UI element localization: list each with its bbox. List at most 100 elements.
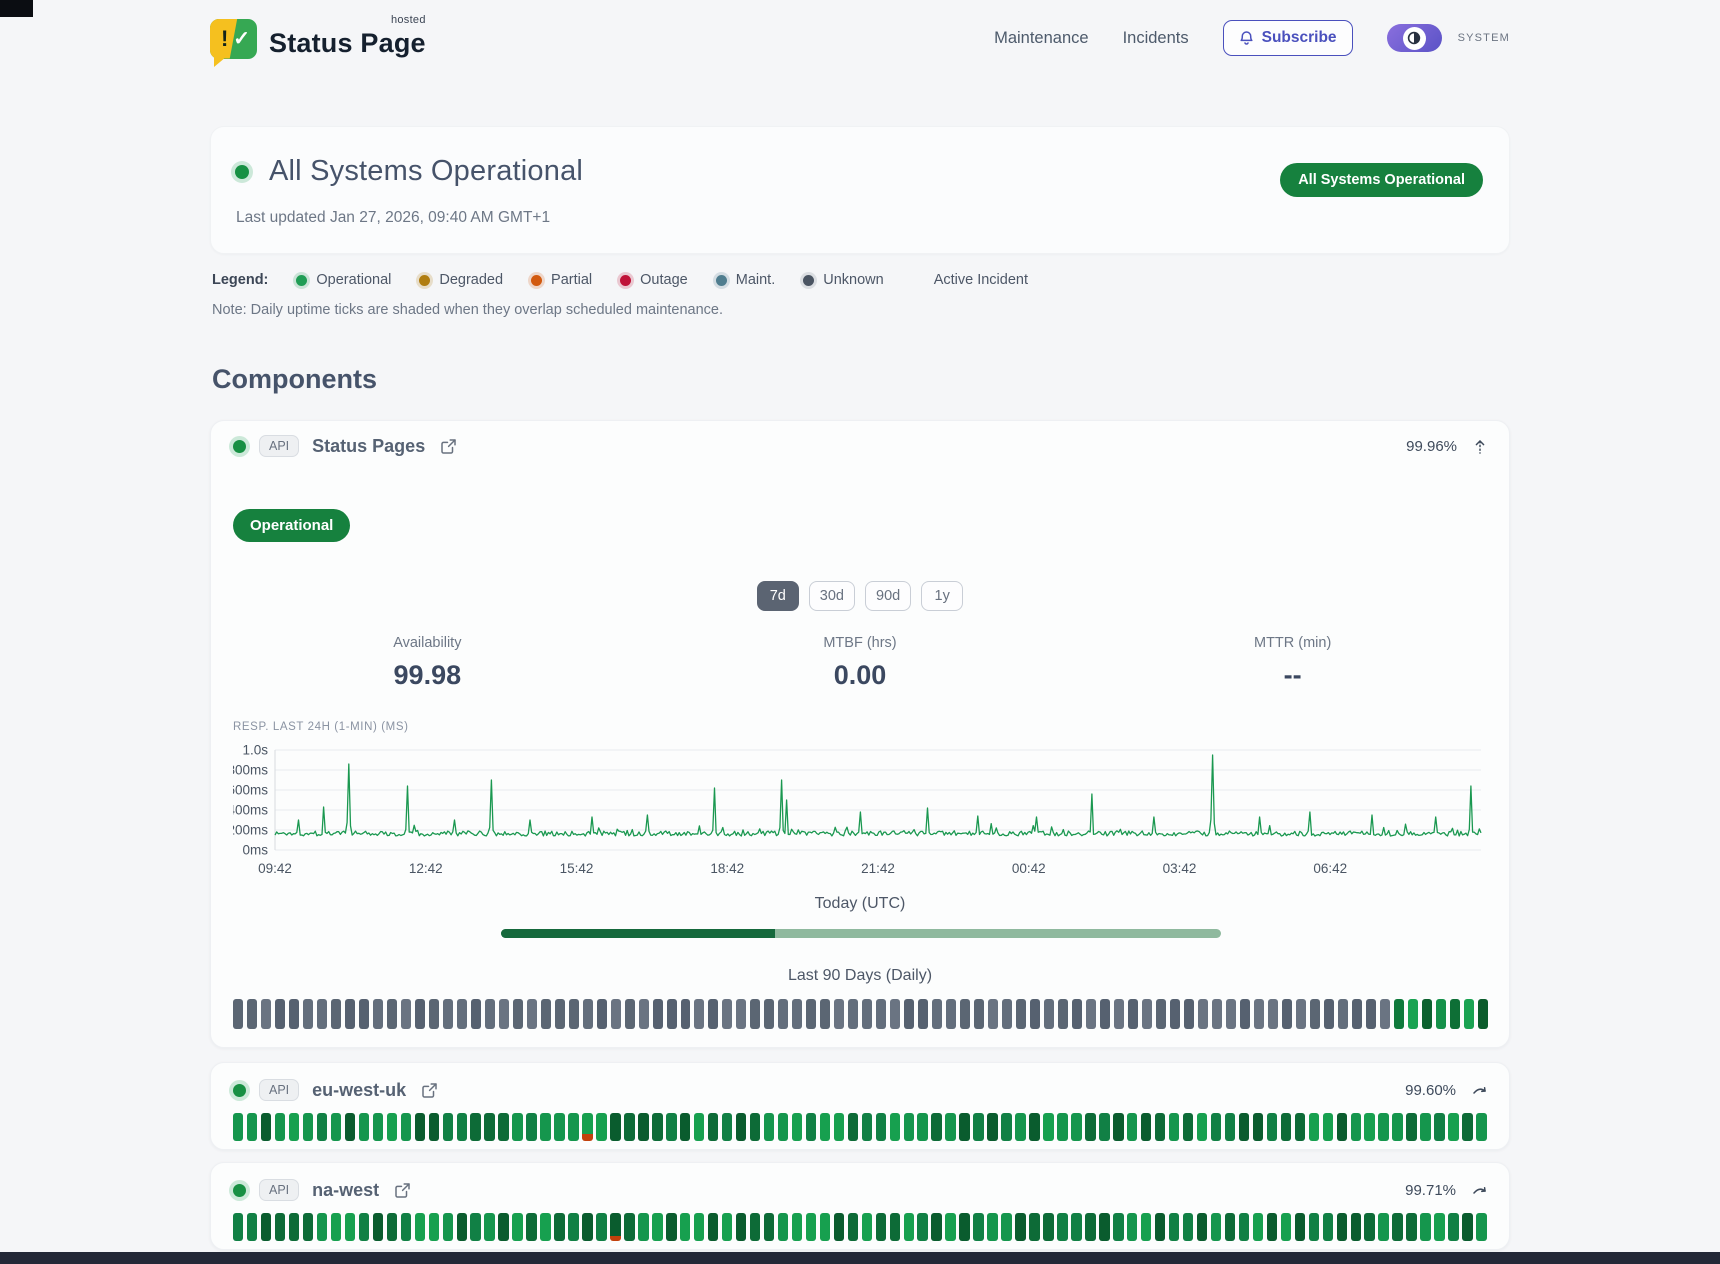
uptime-tick[interactable] [1336,1213,1347,1241]
uptime-tick[interactable] [498,999,509,1029]
uptime-tick[interactable] [1434,1113,1445,1141]
uptime-tick[interactable] [1086,999,1097,1029]
uptime-tick[interactable] [484,1213,495,1241]
uptime-tick[interactable] [693,1113,705,1141]
uptime-tick[interactable] [861,1113,873,1141]
uptime-tick[interactable] [1196,1113,1208,1141]
uptime-tick[interactable] [763,1213,775,1241]
uptime-tick[interactable] [568,1113,579,1141]
uptime-tick[interactable] [1238,1113,1250,1141]
uptime-tick[interactable] [288,1113,300,1141]
uptime-tick[interactable] [456,1113,467,1141]
uptime-tick[interactable] [1434,1213,1445,1241]
uptime-tick[interactable] [1127,1113,1138,1141]
uptime-tick[interactable] [1435,999,1446,1029]
uptime-tick[interactable] [1085,1213,1096,1241]
uptime-tick[interactable] [1114,999,1124,1029]
uptime-tick[interactable] [1323,999,1334,1029]
uptime-tick[interactable] [1239,999,1250,1029]
uptime-tick[interactable] [1336,1113,1347,1141]
uptime-tick[interactable] [233,1213,244,1241]
uptime-tick[interactable] [246,999,257,1029]
uptime-tick[interactable] [274,1213,286,1241]
uptime-tick[interactable] [568,1213,579,1241]
uptime-tick[interactable] [1210,1113,1222,1141]
uptime-tick[interactable] [918,999,929,1029]
uptime-tick[interactable] [876,999,887,1029]
uptime-tick[interactable] [1280,1213,1292,1241]
uptime-tick[interactable] [721,1113,733,1141]
uptime-tick[interactable] [470,1213,481,1241]
uptime-tick[interactable] [484,1113,495,1141]
uptime-tick[interactable] [1449,999,1460,1029]
expand-arrow-icon[interactable] [1472,1084,1487,1096]
uptime-tick[interactable] [316,1213,328,1241]
uptime-tick[interactable] [987,1113,998,1141]
uptime-tick[interactable] [1140,1113,1152,1141]
uptime-tick[interactable] [736,999,747,1029]
uptime-tick[interactable] [806,999,817,1029]
uptime-tick[interactable] [1309,999,1320,1029]
uptime-tick[interactable] [1085,1113,1096,1141]
uptime-tick[interactable] [1099,1113,1110,1141]
collapse-arrow-icon[interactable] [1473,438,1487,455]
uptime-tick[interactable] [1154,1113,1166,1141]
uptime-tick[interactable] [1420,1113,1431,1141]
uptime-tick[interactable] [1238,1213,1250,1241]
uptime-tick[interactable] [540,1113,551,1141]
uptime-tick[interactable] [834,999,845,1029]
uptime-tick[interactable] [931,1213,942,1241]
uptime-tick[interactable] [1043,1213,1054,1241]
uptime-tick[interactable] [1351,999,1362,1029]
uptime-tick[interactable] [1100,999,1111,1029]
uptime-tick[interactable] [680,999,691,1029]
uptime-tick[interactable] [1196,1213,1208,1241]
external-link-icon[interactable] [421,1082,438,1099]
uptime-tick[interactable] [805,1213,817,1241]
uptime-tick[interactable] [848,999,859,1029]
uptime-tick[interactable] [945,1213,956,1241]
uptime-tick[interactable] [932,999,943,1029]
uptime-tick[interactable] [1071,1113,1082,1141]
uptime-tick[interactable] [246,1113,258,1141]
uptime-tick[interactable] [1350,1213,1361,1241]
uptime-tick[interactable] [358,999,369,1029]
uptime-tick[interactable] [1015,1213,1026,1241]
uptime-tick[interactable] [1072,999,1083,1029]
uptime-tick[interactable] [358,1113,370,1141]
uptime-tick[interactable] [1406,1213,1417,1241]
uptime-tick[interactable] [652,1113,663,1141]
uptime-tick[interactable] [1252,1213,1264,1241]
uptime-tick[interactable] [233,999,243,1029]
uptime-tick[interactable] [1462,1113,1473,1141]
logo[interactable]: ✓ ! hosted Status Page [210,14,426,67]
uptime-tick[interactable] [428,1113,440,1141]
uptime-tick[interactable] [470,1113,481,1141]
theme-toggle[interactable] [1386,24,1442,52]
uptime-tick[interactable] [1392,1113,1403,1141]
uptime-tick[interactable] [721,1213,733,1241]
uptime-tick[interactable] [1057,1113,1068,1141]
uptime-tick[interactable] [400,1113,412,1141]
uptime-tick[interactable] [1308,1213,1320,1241]
uptime-tick[interactable] [680,1213,691,1241]
range-button-90d[interactable]: 90d [865,581,912,611]
uptime-tick[interactable] [1379,999,1390,1029]
uptime-tick[interactable] [288,999,299,1029]
uptime-tick[interactable] [1477,999,1488,1029]
uptime-tick[interactable] [735,1213,747,1241]
uptime-tick[interactable] [889,1213,900,1241]
uptime-tick[interactable] [386,1113,398,1141]
uptime-tick[interactable] [512,1113,523,1141]
uptime-tick[interactable] [302,999,313,1029]
nav-incidents[interactable]: Incidents [1122,28,1189,47]
uptime-tick[interactable] [330,1113,342,1141]
uptime-tick[interactable] [1266,1113,1278,1141]
uptime-tick[interactable] [666,1113,677,1141]
uptime-tick[interactable] [904,999,915,1029]
uptime-tick[interactable] [959,1113,970,1141]
uptime-tick[interactable] [1350,1113,1361,1141]
uptime-tick[interactable] [1043,1113,1054,1141]
uptime-tick[interactable] [1294,1213,1306,1241]
uptime-tick[interactable] [890,999,901,1029]
